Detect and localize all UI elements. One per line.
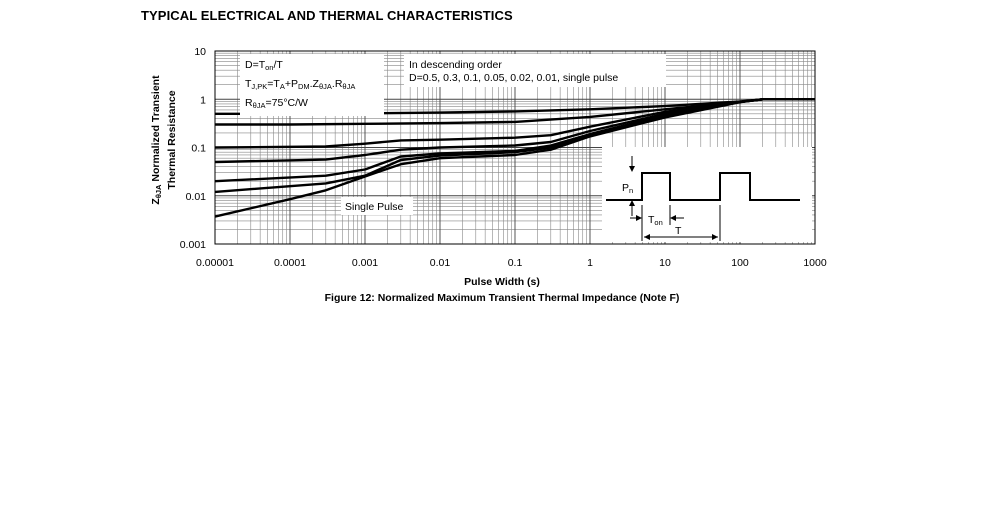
x-tick-label: 100 xyxy=(731,257,749,269)
tick-labels: 0.00001 0.0001 0.001 0.01 0.1 1 10 100 1000 10 1 0.… xyxy=(180,46,827,269)
y-tick-label: 0.01 xyxy=(186,191,207,203)
x-tick-label: 0.00001 xyxy=(196,257,234,269)
single-pulse-label: Single Pulse xyxy=(345,201,404,213)
pulse-waveform xyxy=(606,172,800,201)
pulse-ton-label: Ton xyxy=(648,214,663,227)
order-line-2: D=0.5, 0.3, 0.1, 0.05, 0.02, 0.01, singl… xyxy=(409,72,618,84)
curves xyxy=(214,98,815,218)
x-tick-label: 1 xyxy=(587,257,593,269)
y-tick-label: 10 xyxy=(194,46,206,58)
section-title: TYPICAL ELECTRICAL AND THERMAL CHARACTER… xyxy=(141,8,513,23)
pulse-period-label: T xyxy=(675,225,682,237)
pulse-diagram: Pn Ton T xyxy=(602,147,812,242)
pulse-power-label: Pn xyxy=(622,182,633,195)
x-tick-label: 0.1 xyxy=(508,257,523,269)
formula-box: D=Ton/T TJ,PK=TA+PDM.ZθJA.RθJA RθJA=75°C… xyxy=(240,54,384,116)
y-axis-title-line-1: ZθJA Normalized Transient xyxy=(150,75,163,205)
single-pulse-box: Single Pulse xyxy=(341,197,413,215)
tj-formula-label: TJ,PK=TA+PDM.ZθJA.RθJA xyxy=(245,78,355,91)
x-axis-title: Pulse Width (s) xyxy=(464,276,540,288)
order-line-1: In descending order xyxy=(409,59,502,71)
x-tick-label: 0.0001 xyxy=(274,257,306,269)
y-axis-title-line-2: Thermal Resistance xyxy=(166,90,178,189)
x-tick-label: 0.001 xyxy=(352,257,378,269)
y-tick-label: 0.1 xyxy=(191,143,206,155)
y-tick-label: 0.001 xyxy=(180,239,206,251)
x-tick-label: 1000 xyxy=(803,257,827,269)
y-tick-label: 1 xyxy=(200,94,206,106)
chart-caption: Figure 12: Normalized Maximum Transient … xyxy=(325,292,680,304)
x-tick-label: 0.01 xyxy=(430,257,451,269)
duty-formula-label: D=Ton/T xyxy=(245,59,283,72)
order-box: In descending order D=0.5, 0.3, 0.1, 0.0… xyxy=(404,54,666,87)
x-tick-label: 10 xyxy=(659,257,671,269)
curve-single-pulse xyxy=(214,98,815,218)
rtheta-label: RθJA=75°C/W xyxy=(245,97,308,110)
